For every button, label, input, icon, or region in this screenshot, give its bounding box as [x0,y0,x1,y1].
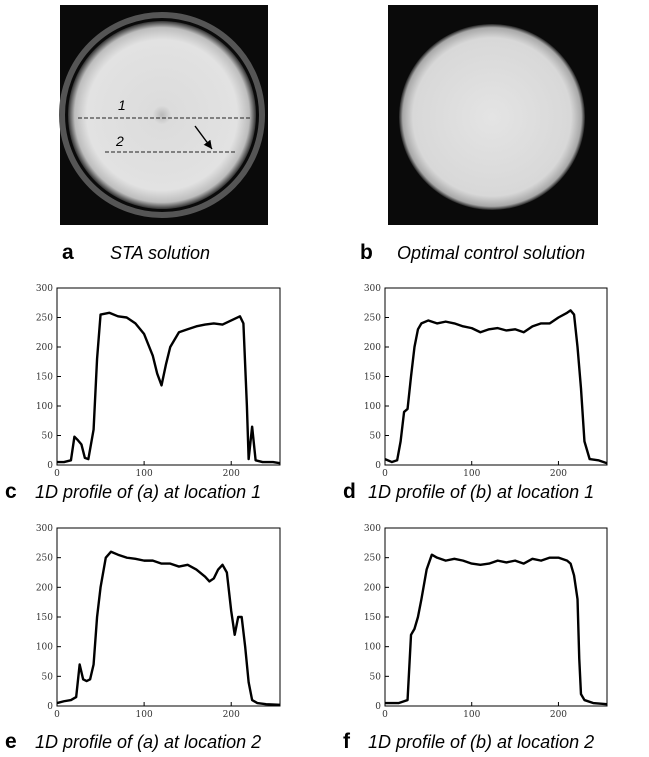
y-tick-label: 200 [36,583,53,593]
y-tick-label: 50 [42,432,54,442]
y-tick-label: 250 [36,554,53,564]
y-tick-label: 300 [364,524,381,534]
y-tick-label: 200 [36,343,53,353]
y-tick-label: 100 [364,402,381,412]
y-tick-label: 0 [375,702,381,712]
panel-caption: 1D profile of (b) at location 1 [368,482,594,502]
panel-letter: a [62,241,74,264]
y-tick-label: 50 [370,672,382,682]
image-b [388,5,598,225]
panel-caption: 1D profile of (b) at location 2 [368,732,594,752]
y-tick-label: 0 [47,702,53,712]
x-tick-label: 100 [463,710,480,720]
x-tick-label: 200 [223,469,240,479]
x-tick-label: 200 [550,469,567,479]
y-tick-label: 300 [36,524,53,534]
y-tick-label: 300 [36,284,53,294]
x-tick-label: 100 [136,710,153,720]
x-tick-label: 0 [382,469,388,479]
y-tick-label: 200 [364,343,381,353]
y-tick-label: 0 [47,461,53,471]
profile-line [56,550,281,707]
x-tick-label: 100 [136,469,153,479]
panel-caption: Optimal control solution [397,243,585,263]
image-a: 1 2 [59,5,268,225]
panel-caption: STA solution [110,243,210,263]
panel-caption: 1D profile of (a) at location 2 [35,732,261,752]
x-tick-label: 200 [223,710,240,720]
y-tick-label: 250 [364,554,381,564]
y-tick-label: 300 [364,284,381,294]
profile-line [57,311,281,465]
panel-caption: 1D profile of (a) at location 1 [35,482,261,502]
y-tick-label: 250 [36,314,53,324]
x-tick-label: 100 [463,469,480,479]
plot-frame [56,287,281,466]
x-tick-label: 0 [382,710,388,720]
panel-letter: c [5,480,17,503]
panel-letter: b [360,241,373,264]
y-tick-label: 250 [364,314,381,324]
x-tick-label: 0 [54,469,60,479]
y-tick-label: 150 [364,373,381,383]
panel-letter: d [343,480,356,503]
panel-letter: f [343,730,351,753]
y-tick-label: 100 [36,402,53,412]
profile-line [385,553,608,706]
y-tick-label: 0 [375,461,381,471]
panel-letter: e [5,730,17,753]
y-tick-label: 200 [364,583,381,593]
y-tick-label: 150 [364,613,381,623]
y-tick-label: 50 [370,432,382,442]
y-tick-label: 150 [36,613,53,623]
y-tick-label: 100 [36,643,53,653]
y-tick-label: 100 [364,643,381,653]
line-label: 1 [118,97,126,113]
line-label: 2 [115,133,124,149]
x-tick-label: 200 [550,710,567,720]
y-tick-label: 50 [42,672,54,682]
x-tick-label: 0 [54,710,60,720]
y-tick-label: 150 [36,373,53,383]
plot-frame [384,527,608,707]
profile-line [384,309,608,465]
